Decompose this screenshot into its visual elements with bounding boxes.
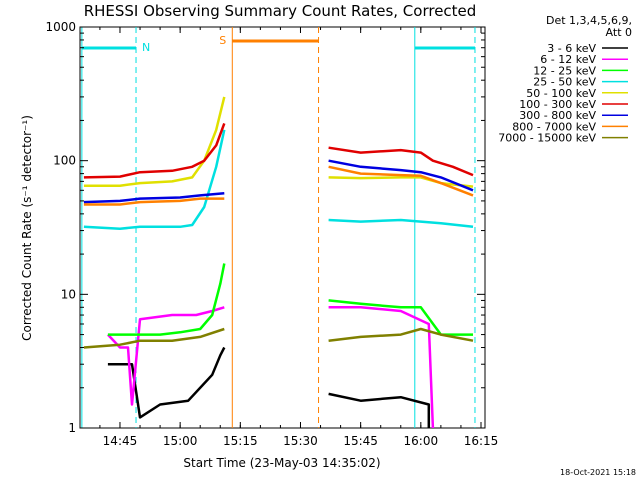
interval-annotations: NS [81,34,475,54]
legend-header-line-1: Det 1,3,4,5,6,9, [546,14,632,27]
x-tick-label: 15:30 [283,434,318,448]
series-line [107,263,226,336]
series-line [328,392,431,428]
chart-title: RHESSI Observing Summary Count Rates, Co… [84,2,477,20]
plot-frame [79,26,486,429]
x-tick-label: 14:45 [103,434,138,448]
legend-label: 3 - 6 keV [547,42,596,55]
legend-header-line-2: Att 0 [606,26,632,39]
plot-area [79,26,486,429]
legend-label: 100 - 300 keV [519,98,596,111]
series-line [83,122,226,179]
x-axis-label: Start Time (23-May-03 14:35:02) [183,456,380,470]
legend-label: 12 - 25 keV [533,64,596,77]
legend-label: 25 - 50 keV [533,76,596,89]
x-tick-label: 15:45 [343,434,378,448]
interval-label: S [219,34,226,47]
series-line [328,306,435,429]
y-axis-label: Corrected Count Rate (s⁻¹ detector⁻¹) [20,115,34,341]
legend-label: 7000 - 15000 keV [498,132,596,145]
series-line [83,96,226,187]
x-tick-label: 16:00 [404,434,439,448]
series-line [328,218,474,229]
y-tick-label: 1 [68,421,76,435]
series-line [328,176,474,188]
legend-label: 50 - 100 keV [526,87,596,100]
y-tick-label: 1000 [45,20,76,34]
timestamp: 18-Oct-2021 15:18 [560,468,636,477]
series-line [328,327,474,342]
series-line [328,146,474,177]
legend-label: 6 - 12 keV [540,53,596,66]
interval-label: N [142,41,150,54]
legend-label: 300 - 800 keV [519,109,596,122]
x-axis-ticks: 14:45 15:00 15:15 15:30 15:45 16:00 16:15 [99,27,499,448]
series-line [107,346,226,419]
series-line [328,299,473,336]
series-line [83,192,225,204]
series-lines [83,96,474,429]
series-line [106,306,225,406]
y-tick-label: 10 [61,287,76,301]
y-tick-label: 100 [53,154,76,168]
series-line [328,159,474,192]
x-tick-label: 16:15 [464,434,499,448]
series-line [83,197,225,206]
series-line [328,165,474,197]
x-tick-label: 15:15 [223,434,258,448]
y-axis-ticks: 1 10 100 1000 [45,20,485,435]
series-line [83,327,225,349]
legend-label: 800 - 7000 keV [512,120,596,133]
x-tick-label: 15:00 [163,434,198,448]
series-line [83,129,226,230]
